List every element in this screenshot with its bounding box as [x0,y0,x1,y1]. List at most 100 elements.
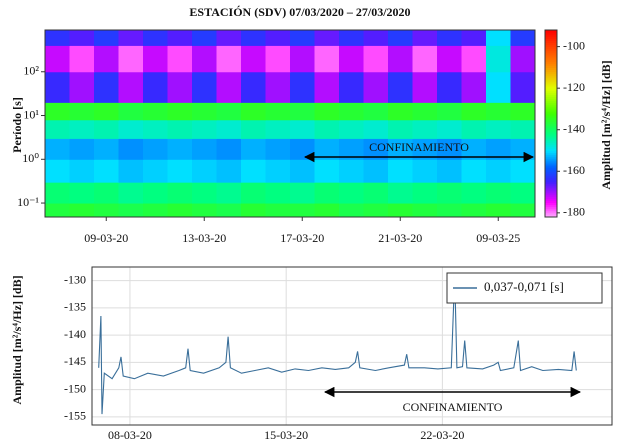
colorbar-step [545,214,557,218]
x-tick-label: 21-03-20 [378,231,422,245]
colorbar-step [545,81,557,85]
colorbar-step [545,44,557,48]
colorbar-step [545,79,557,83]
colorbar-tick-label: -140 [563,121,585,135]
heat-cell [339,71,364,103]
colorbar-step [545,67,557,70]
heat-cell [45,30,70,46]
heat-cell [69,138,95,160]
colorbar-step [545,146,557,149]
heat-cell [363,71,389,103]
heat-cell [486,45,511,73]
heat-cell [118,102,144,121]
heat-cell [461,119,487,139]
colorbar-step [545,57,557,60]
y-tick-label: -140 [64,327,86,341]
colorbar-step [545,73,557,77]
heat-cell [167,119,193,139]
colorbar-step [545,63,557,66]
heat-cell [314,71,340,103]
heat-cell [437,159,462,183]
heat-cell [241,30,266,46]
heat-cell [45,119,70,139]
x-tick-label: 08-03-20 [108,428,152,442]
colorbar-step [545,65,557,68]
heat-cell [363,119,389,139]
heat-cell [94,203,119,218]
y-tick-label: -155 [64,409,86,423]
heat-cell [339,203,364,218]
heat-cell [412,30,438,46]
heat-cell [437,182,462,204]
colorbar-step [545,192,557,195]
heat-cell [45,71,70,103]
heat-cell [69,119,95,139]
colorbar-step [545,138,557,141]
colorbar-step [545,154,557,158]
y-tick-label: -130 [64,272,86,286]
heat-cell [412,45,438,73]
colorbar-step [545,127,557,131]
colorbar-step [545,52,557,56]
heat-cell [69,45,95,73]
colorbar-label: Amplitud [m²/s⁴/Hz] [dB] [599,60,613,189]
heat-cell [339,159,364,183]
colorbar-step [545,175,557,179]
heat-cell [290,71,315,103]
colorbar-step [545,123,557,127]
colorbar-step [545,198,557,201]
heat-cell [167,182,193,204]
colorbar-step [545,117,557,120]
colorbar-step [545,32,557,35]
colorbar-step [545,131,557,135]
heat-cell [69,30,95,46]
heat-cell [45,159,70,183]
y-axis-label: Amplitud [m²/s⁴/Hz] [dB] [10,275,24,404]
y-tick-label: 10² [23,64,39,78]
colorbar-step [545,42,557,46]
heat-cell [412,102,438,121]
colorbar-step [545,196,557,199]
colorbar-step [545,212,557,216]
colorbar-tick-label: -180 [563,205,585,219]
heat-cell [486,159,511,183]
heat-cell [192,119,217,139]
heat-cell [216,102,242,121]
heat-cell [118,182,144,204]
colorbar-step [545,177,557,181]
colorbar-step [545,36,557,39]
heat-cell [167,102,193,121]
colorbar-step [545,48,557,52]
heat-cell [45,182,70,204]
heat-cell [69,71,95,103]
colorbar-step [545,135,557,139]
heat-cell [167,138,193,160]
heat-cell [486,119,511,139]
heat-cell [216,30,242,46]
colorbar-step [545,129,557,133]
heat-cell [339,102,364,121]
heat-cell [461,71,487,103]
heat-cell [314,119,340,139]
x-tick-label: 13-03-20 [182,231,226,245]
heat-cell [437,71,462,103]
y-tick-label: -135 [64,300,86,314]
heat-cell [314,203,340,218]
heat-cell [265,71,291,103]
y-tick-label: -145 [64,354,86,368]
colorbar-step [545,94,557,97]
heat-cell [461,182,487,204]
colorbar-step [545,88,557,91]
heat-cell [118,30,144,46]
heat-cell [216,182,242,204]
colorbar-step [545,46,557,50]
colorbar-step [545,148,557,152]
colorbar-step [545,90,557,93]
heat-cell [510,182,536,204]
heat-cell [143,102,168,121]
colorbar-step [545,185,557,189]
heat-cell [412,182,438,204]
heat-cell [45,203,70,218]
colorbar-tick-label: -160 [563,163,585,177]
heat-cell [412,203,438,218]
